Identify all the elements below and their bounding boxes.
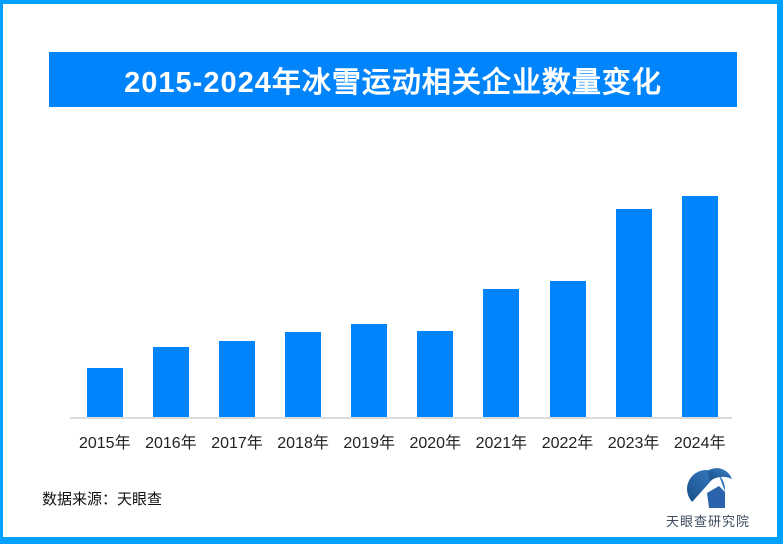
x-axis-label-2024年: 2024年 xyxy=(673,435,726,452)
tianyancha-eye-icon xyxy=(685,468,732,510)
bar-2016年 xyxy=(152,347,189,417)
x-axis-label-2019年: 2019年 xyxy=(343,435,395,452)
x-axis-label-2015年: 2015年 xyxy=(78,435,131,452)
x-axis-label-2023年: 2023年 xyxy=(607,435,660,452)
x-axis-label-2021年: 2021年 xyxy=(475,435,528,452)
bar-2019年 xyxy=(351,324,388,417)
bar-2021年 xyxy=(483,289,520,417)
bar-2018年 xyxy=(285,332,322,417)
bar-2024年 xyxy=(681,196,718,417)
x-axis-label-2017年: 2017年 xyxy=(211,435,263,452)
data-source-note: 数据来源：天眼查 xyxy=(42,491,163,508)
x-axis-label-2018年: 2018年 xyxy=(277,435,329,452)
chart-title: 2015-2024年冰雪运动相关企业数量变化 xyxy=(124,66,662,99)
x-axis-label-2020年: 2020年 xyxy=(409,435,462,452)
x-axis-label-2016年: 2016年 xyxy=(145,435,197,452)
bar-2023年 xyxy=(615,209,652,417)
x-axis-label-2022年: 2022年 xyxy=(541,435,594,452)
logo-text: 天眼查研究院 xyxy=(665,514,750,529)
bar-chart-plot-area xyxy=(70,150,732,419)
bar-2017年 xyxy=(219,341,255,417)
bar-2022年 xyxy=(549,281,586,417)
tianyancha-logo-block: 天眼查研究院 xyxy=(658,466,758,530)
bar-2015年 xyxy=(86,368,123,417)
chart-title-banner: 2015-2024年冰雪运动相关企业数量变化 xyxy=(49,52,737,107)
x-axis-labels: 2015年 2016年 2017年 2018年 2019年 2020年 2021年 2022年… xyxy=(70,429,732,453)
bar-2020年 xyxy=(417,331,454,417)
